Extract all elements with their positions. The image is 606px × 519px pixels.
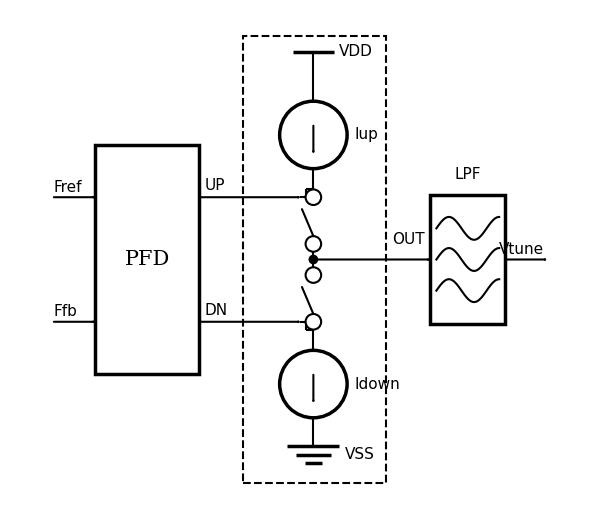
Circle shape (305, 267, 321, 283)
Text: DN: DN (204, 303, 227, 318)
Circle shape (305, 314, 321, 330)
Bar (430, 195, 505, 324)
Text: UP: UP (204, 178, 225, 193)
Circle shape (309, 255, 318, 264)
Text: OUT: OUT (392, 231, 425, 247)
Bar (95, 145, 199, 374)
Text: VSS: VSS (345, 447, 375, 462)
Text: Idown: Idown (355, 377, 401, 391)
Bar (244, 36, 386, 483)
Circle shape (305, 189, 321, 205)
Text: Iup: Iup (355, 128, 379, 142)
Text: LPF: LPF (454, 167, 481, 182)
Text: Vtune: Vtune (499, 242, 544, 257)
Text: PFD: PFD (125, 250, 170, 269)
Text: Ffb: Ffb (54, 304, 78, 319)
Circle shape (305, 236, 321, 252)
Text: VDD: VDD (339, 45, 373, 59)
Text: Fref: Fref (54, 180, 82, 195)
